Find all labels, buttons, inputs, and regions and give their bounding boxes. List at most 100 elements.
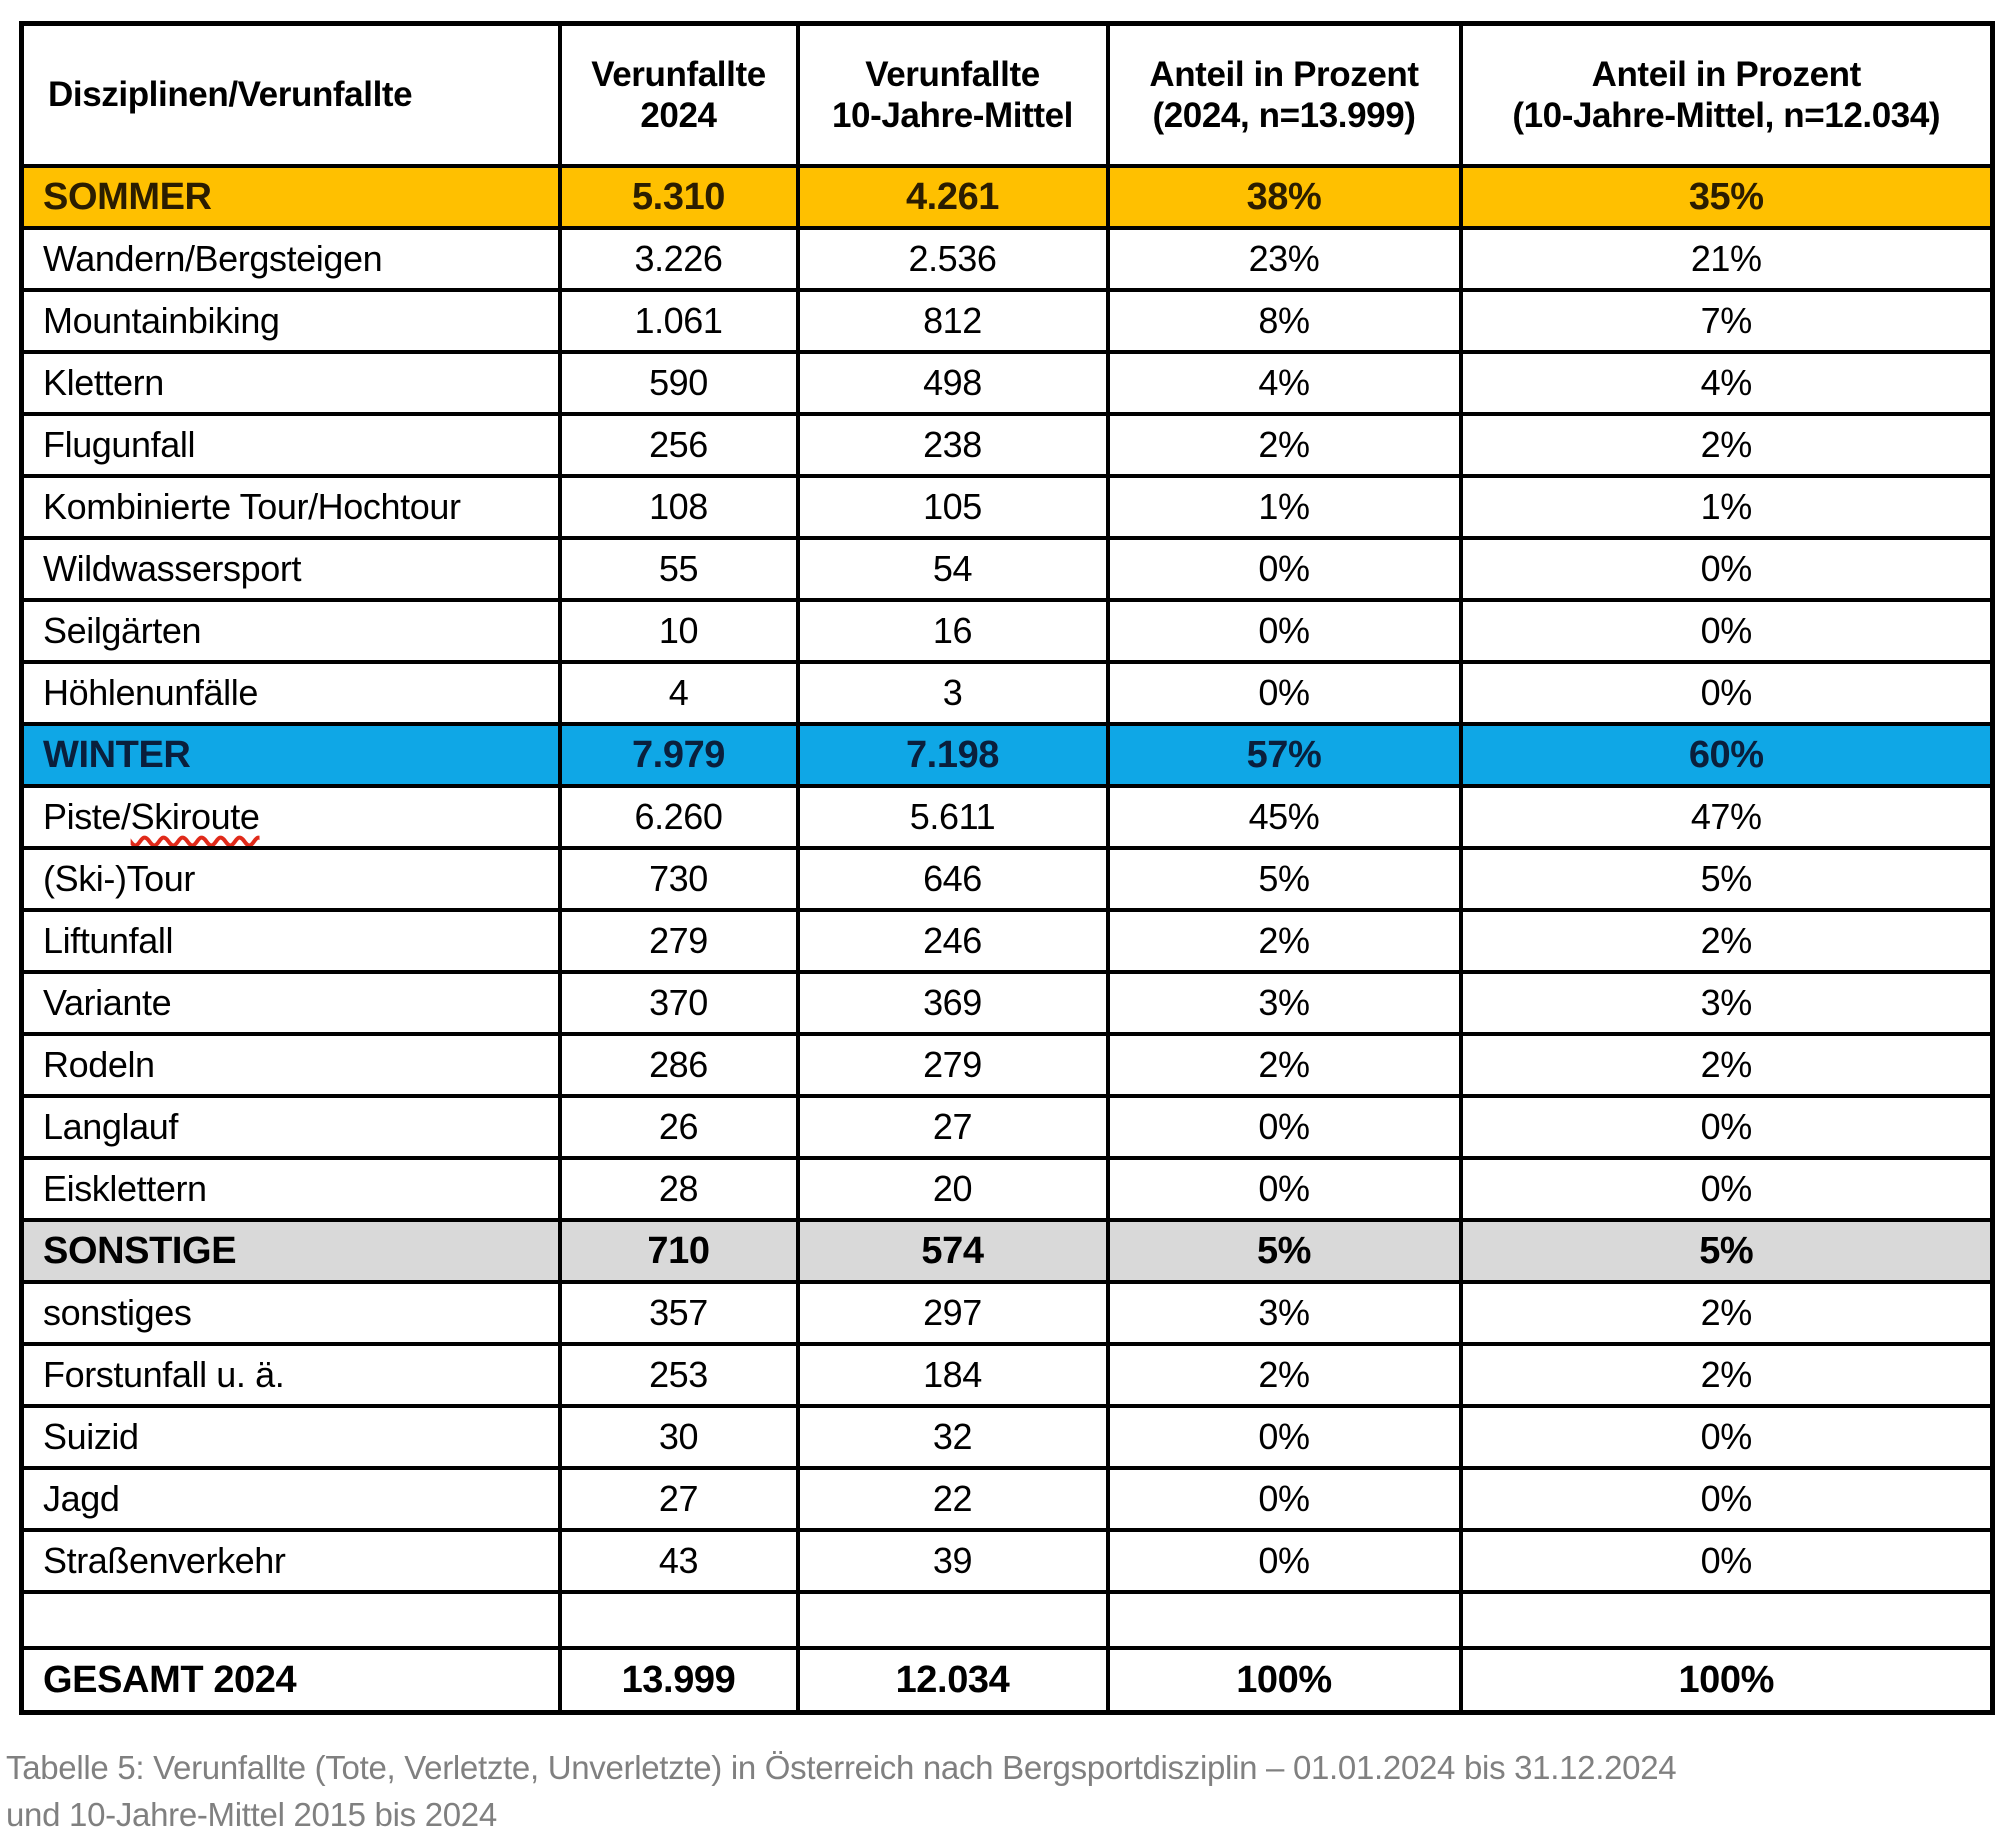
value-cell: [795, 1590, 1110, 1650]
table-row-sonstige: SONSTIGE 710 574 5% 5%: [19, 1218, 1995, 1284]
column-header-disziplinen: Disziplinen/Verunfallte: [19, 21, 562, 168]
value-cell: 2%: [1458, 1280, 1995, 1346]
value-cell: 4%: [1105, 350, 1463, 416]
table-row: Seilgärten 10 16 0% 0%: [19, 598, 1995, 664]
value-cell: 7.979: [557, 722, 800, 788]
discipline-label-cell: Kombinierte Tour/Hochtour: [19, 474, 562, 540]
value-cell: 39: [795, 1528, 1110, 1594]
value-cell: 0%: [1458, 1094, 1995, 1160]
value-cell: 10: [557, 598, 800, 664]
value-cell: 3.226: [557, 226, 800, 292]
value-cell: 2%: [1458, 908, 1995, 974]
value-cell: 100%: [1458, 1646, 1995, 1715]
table-row: Variante 370 369 3% 3%: [19, 970, 1995, 1036]
table-row: Höhlenunfälle 4 3 0% 0%: [19, 660, 1995, 726]
value-cell: 4%: [1458, 350, 1995, 416]
value-cell: 60%: [1458, 722, 1995, 788]
table-row: Suizid 30 32 0% 0%: [19, 1404, 1995, 1470]
value-cell: 5.611: [795, 784, 1110, 850]
value-cell: 590: [557, 350, 800, 416]
discipline-label-cell: Liftunfall: [19, 908, 562, 974]
value-cell: 8%: [1105, 288, 1463, 354]
value-cell: 32: [795, 1404, 1110, 1470]
value-cell: 35%: [1458, 164, 1995, 230]
table-row: Jagd 27 22 0% 0%: [19, 1466, 1995, 1532]
table-row-gesamt: GESAMT 2024 13.999 12.034 100% 100%: [19, 1646, 1995, 1715]
table-row: Wandern/Bergsteigen 3.226 2.536 23% 21%: [19, 226, 1995, 292]
discipline-label-cell: [19, 1590, 562, 1650]
value-cell: 2%: [1105, 1032, 1463, 1098]
value-cell: 5.310: [557, 164, 800, 230]
table-row: Wildwassersport 55 54 0% 0%: [19, 536, 1995, 602]
column-header-verunfallte-10-jahre-mittel: Verunfallte 10-Jahre-Mittel: [795, 21, 1110, 168]
value-cell: 20: [795, 1156, 1110, 1222]
value-cell: [1105, 1590, 1463, 1650]
value-cell: 0%: [1458, 1528, 1995, 1594]
value-cell: 30: [557, 1404, 800, 1470]
value-cell: 21%: [1458, 226, 1995, 292]
value-cell: 5%: [1105, 1218, 1463, 1284]
spellcheck-word: Skiroute: [130, 796, 260, 837]
table-row-empty: [19, 1590, 1995, 1650]
value-cell: 286: [557, 1032, 800, 1098]
value-cell: 47%: [1458, 784, 1995, 850]
discipline-label-cell: Flugunfall: [19, 412, 562, 478]
discipline-label-cell: Rodeln: [19, 1032, 562, 1098]
value-cell: 100%: [1105, 1646, 1463, 1715]
value-cell: 6.260: [557, 784, 800, 850]
table-row: Rodeln 286 279 2% 2%: [19, 1032, 1995, 1098]
value-cell: 23%: [1105, 226, 1463, 292]
discipline-label-cell: Jagd: [19, 1466, 562, 1532]
value-cell: 574: [795, 1218, 1110, 1284]
value-cell: 57%: [1105, 722, 1463, 788]
value-cell: 13.999: [557, 1646, 800, 1715]
value-cell: 0%: [1458, 1156, 1995, 1222]
value-cell: 2%: [1105, 908, 1463, 974]
discipline-label-cell: Langlauf: [19, 1094, 562, 1160]
value-cell: 5%: [1458, 1218, 1995, 1284]
value-cell: 0%: [1105, 1094, 1463, 1160]
table-row: Eisklettern 28 20 0% 0%: [19, 1156, 1995, 1222]
value-cell: 27: [557, 1466, 800, 1532]
table-row-winter: WINTER 7.979 7.198 57% 60%: [19, 722, 1995, 788]
discipline-label-cell: sonstiges: [19, 1280, 562, 1346]
value-cell: 2%: [1105, 1342, 1463, 1408]
value-cell: 26: [557, 1094, 800, 1160]
value-cell: 2%: [1458, 1032, 1995, 1098]
value-cell: 0%: [1105, 1466, 1463, 1532]
table-body: SOMMER 5.310 4.261 38% 35% Wandern/Bergsteige…: [19, 164, 1995, 1715]
value-cell: 498: [795, 350, 1110, 416]
value-cell: 54: [795, 536, 1110, 602]
value-cell: 12.034: [795, 1646, 1110, 1715]
value-cell: 28: [557, 1156, 800, 1222]
accident-table-container: Disziplinen/Verunfallte Verunfallte 2024…: [19, 21, 1995, 1715]
value-cell: [557, 1590, 800, 1650]
value-cell: 2.536: [795, 226, 1110, 292]
value-cell: 0%: [1105, 1156, 1463, 1222]
value-cell: 0%: [1458, 1404, 1995, 1470]
value-cell: 370: [557, 970, 800, 1036]
discipline-label-cell: Wildwassersport: [19, 536, 562, 602]
table-row: Kombinierte Tour/Hochtour 108 105 1% 1%: [19, 474, 1995, 540]
value-cell: 16: [795, 598, 1110, 664]
table-caption: Tabelle 5: Verunfallte (Tote, Verletzte,…: [6, 1749, 1677, 1833]
value-cell: 45%: [1105, 784, 1463, 850]
table-row: sonstiges 357 297 3% 2%: [19, 1280, 1995, 1346]
value-cell: 0%: [1458, 1466, 1995, 1532]
value-cell: 253: [557, 1342, 800, 1408]
value-cell: 5%: [1458, 846, 1995, 912]
value-cell: 5%: [1105, 846, 1463, 912]
discipline-label-cell: (Ski-)Tour: [19, 846, 562, 912]
column-header-anteil-prozent-10-jahre-mittel: Anteil in Prozent (10-Jahre-Mittel, n=12…: [1458, 21, 1995, 168]
table-row: Piste/Skiroute 6.260 5.611 45% 47%: [19, 784, 1995, 850]
column-header-verunfallte-2024: Verunfallte 2024: [557, 21, 800, 168]
discipline-label-cell: WINTER: [19, 722, 562, 788]
value-cell: 22: [795, 1466, 1110, 1532]
value-cell: 1%: [1105, 474, 1463, 540]
value-cell: 105: [795, 474, 1110, 540]
discipline-label-cell: Straßenverkehr: [19, 1528, 562, 1594]
table-row: Forstunfall u. ä. 253 184 2% 2%: [19, 1342, 1995, 1408]
discipline-label-cell: Klettern: [19, 350, 562, 416]
value-cell: 4.261: [795, 164, 1110, 230]
value-cell: 2%: [1458, 1342, 1995, 1408]
